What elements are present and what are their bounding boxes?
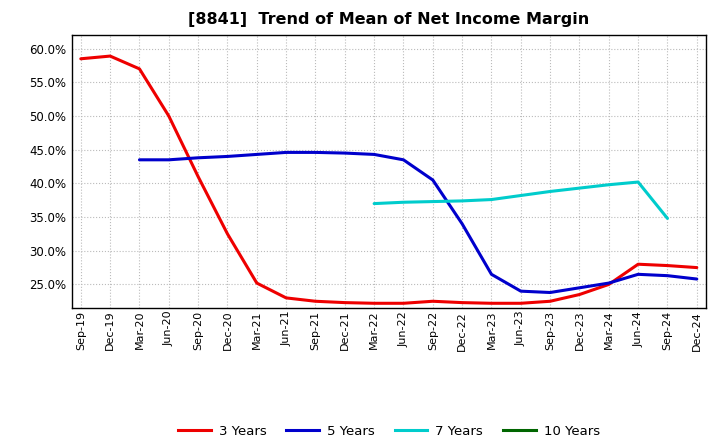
Legend: 3 Years, 5 Years, 7 Years, 10 Years: 3 Years, 5 Years, 7 Years, 10 Years: [172, 420, 606, 440]
Title: [8841]  Trend of Mean of Net Income Margin: [8841] Trend of Mean of Net Income Margi…: [188, 12, 590, 27]
